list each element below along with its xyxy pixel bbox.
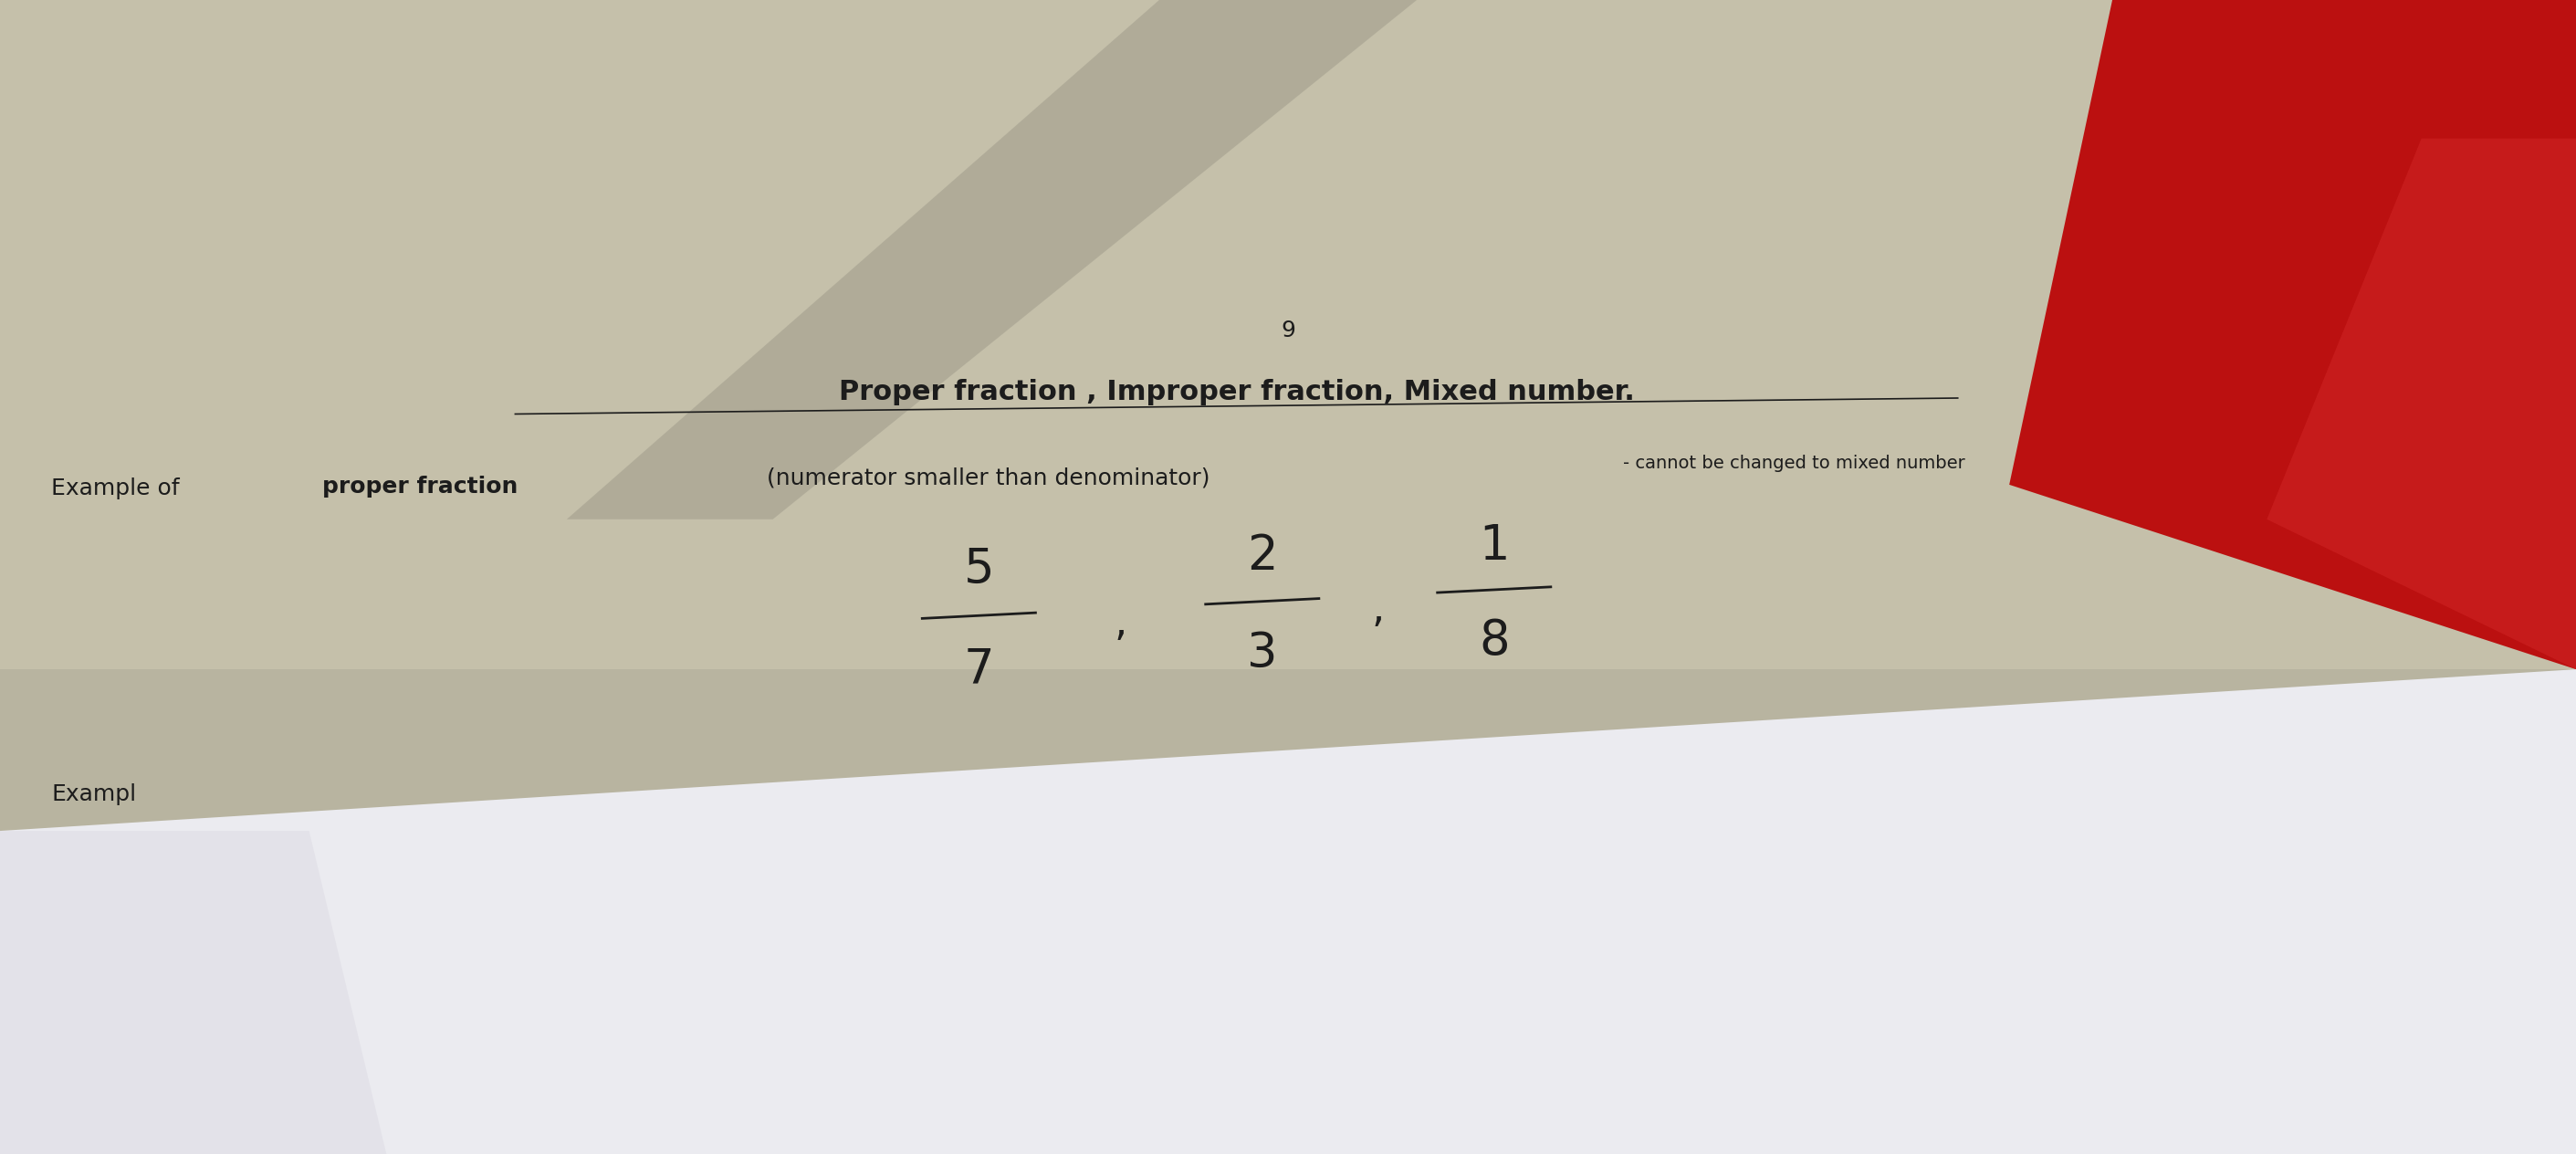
Polygon shape bbox=[0, 669, 2576, 1154]
Text: 7: 7 bbox=[963, 646, 994, 694]
Text: proper fraction: proper fraction bbox=[322, 475, 518, 497]
Text: ,: , bbox=[1113, 604, 1128, 643]
Text: Proper fraction , Improper fraction, Mixed number.: Proper fraction , Improper fraction, Mix… bbox=[840, 379, 1633, 405]
Text: 1: 1 bbox=[1479, 522, 1510, 569]
Text: 8: 8 bbox=[1479, 617, 1510, 665]
Text: 3: 3 bbox=[1247, 630, 1278, 677]
Text: ,: , bbox=[1370, 591, 1386, 630]
Polygon shape bbox=[0, 0, 2576, 669]
Polygon shape bbox=[0, 831, 386, 1154]
Text: Exampl: Exampl bbox=[52, 784, 137, 805]
Polygon shape bbox=[567, 0, 1417, 519]
Polygon shape bbox=[2009, 0, 2576, 669]
Text: (numerator smaller than denominator): (numerator smaller than denominator) bbox=[760, 467, 1211, 489]
Text: 2: 2 bbox=[1247, 532, 1278, 580]
Polygon shape bbox=[2267, 138, 2576, 669]
Text: Example of: Example of bbox=[52, 478, 188, 500]
Text: 9: 9 bbox=[1280, 320, 1296, 340]
Polygon shape bbox=[0, 669, 2576, 1154]
Text: - cannot be changed to mixed number: - cannot be changed to mixed number bbox=[1623, 455, 1965, 472]
Text: 5: 5 bbox=[963, 546, 994, 593]
